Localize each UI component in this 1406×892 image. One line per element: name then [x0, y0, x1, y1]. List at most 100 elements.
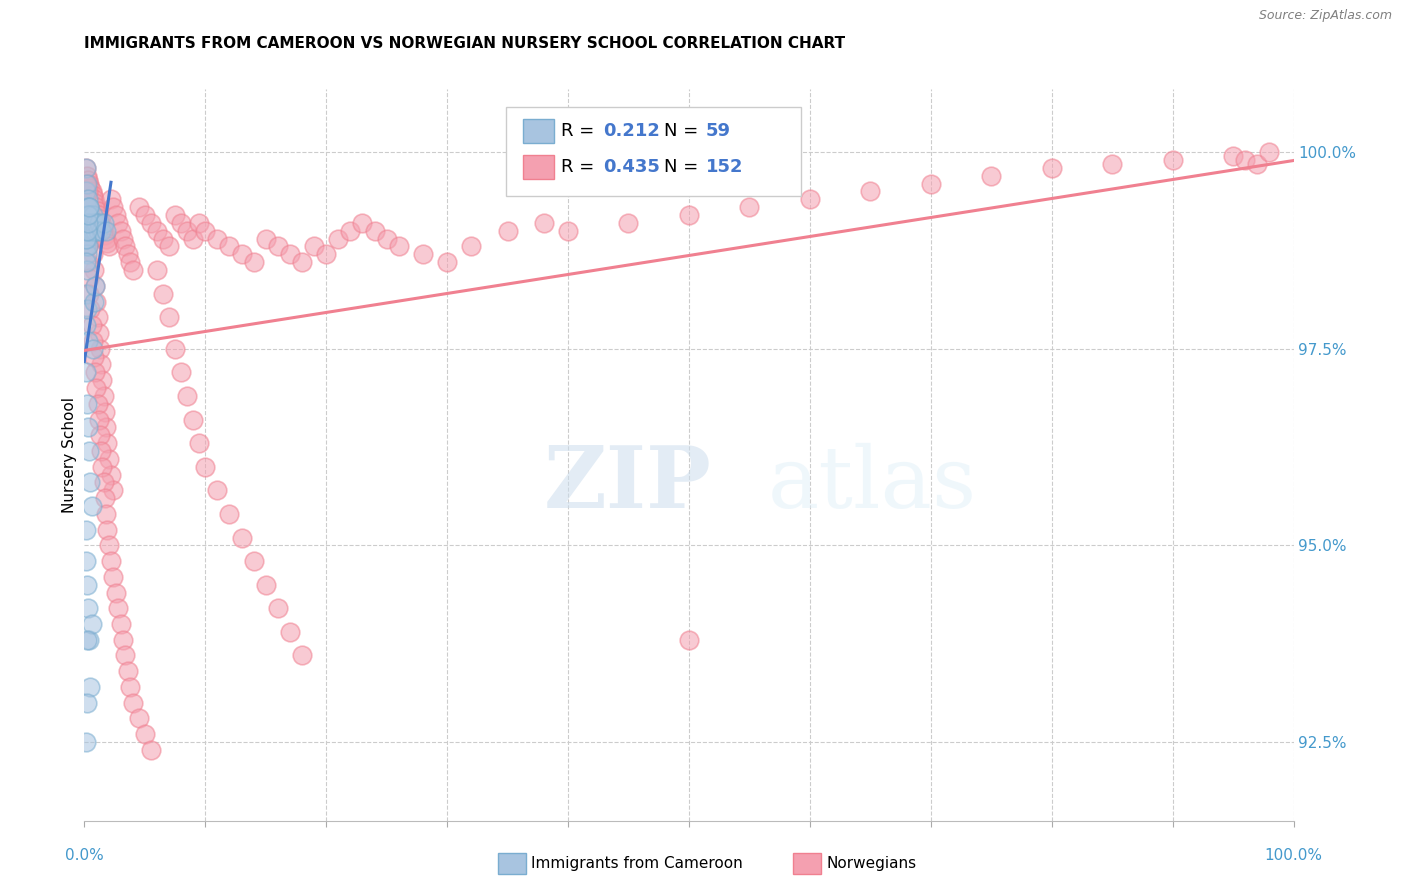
Point [75, 286, 97, 301]
Point [84, 224, 107, 238]
Point [79, 224, 101, 238]
Point [86, 216, 108, 230]
Point [82, 247, 104, 261]
Point [76, 397, 98, 411]
Point [1161, 153, 1184, 167]
Point [1222, 149, 1244, 163]
Text: R =: R = [561, 158, 600, 176]
Text: 0.0%: 0.0% [65, 848, 104, 863]
Point [75, 161, 97, 175]
Point [75, 239, 97, 253]
Point [188, 436, 211, 450]
Point [104, 208, 127, 222]
Point [86, 294, 108, 309]
Point [75, 177, 97, 191]
Point [533, 216, 555, 230]
Point [291, 255, 314, 269]
Point [75, 255, 97, 269]
Point [328, 232, 350, 246]
Point [89, 428, 111, 442]
Point [77, 601, 100, 615]
Point [87, 412, 110, 426]
Point [83, 294, 105, 309]
Point [75, 161, 97, 175]
Point [859, 185, 882, 199]
Point [207, 483, 229, 498]
Text: Source: ZipAtlas.com: Source: ZipAtlas.com [1258, 9, 1392, 22]
Text: atlas: atlas [768, 442, 977, 525]
Point [77, 286, 100, 301]
Point [97, 451, 120, 466]
Point [75, 735, 97, 749]
Point [90, 216, 112, 230]
Point [76, 247, 98, 261]
Point [617, 216, 640, 230]
Point [112, 232, 135, 246]
Point [79, 475, 101, 490]
Point [76, 696, 98, 710]
Point [1101, 157, 1123, 171]
Point [302, 239, 325, 253]
Point [91, 459, 114, 474]
Point [75, 185, 97, 199]
Point [83, 192, 105, 206]
Point [75, 318, 97, 333]
Text: ZIP: ZIP [544, 442, 711, 526]
Point [97, 239, 120, 253]
Point [76, 302, 98, 317]
Point [114, 648, 136, 663]
Point [83, 350, 105, 364]
Point [82, 334, 104, 348]
Point [77, 271, 100, 285]
Point [388, 239, 411, 253]
Point [94, 227, 117, 242]
Point [76, 177, 98, 191]
Point [87, 216, 110, 230]
Point [139, 216, 162, 230]
Point [87, 208, 110, 222]
Point [80, 216, 103, 230]
Point [94, 420, 117, 434]
Point [678, 208, 700, 222]
Point [86, 224, 108, 238]
Point [80, 617, 103, 632]
Point [100, 192, 122, 206]
Point [77, 200, 100, 214]
Point [84, 278, 107, 293]
Point [77, 255, 100, 269]
Point [77, 216, 100, 230]
Point [75, 523, 97, 537]
Point [94, 405, 117, 419]
Point [1258, 145, 1281, 160]
Point [97, 538, 120, 552]
Point [170, 365, 193, 379]
Point [110, 224, 132, 238]
Point [104, 585, 127, 599]
Point [83, 263, 105, 277]
Point [315, 247, 337, 261]
Point [117, 247, 139, 261]
Point [94, 224, 117, 238]
Point [114, 239, 136, 253]
Point [242, 554, 264, 568]
Point [77, 192, 100, 206]
Point [90, 358, 112, 372]
Point [1246, 157, 1268, 171]
Point [496, 224, 519, 238]
Point [920, 177, 942, 191]
Point [231, 531, 253, 545]
Point [103, 483, 125, 498]
Point [91, 373, 114, 387]
Point [412, 247, 434, 261]
Point [86, 310, 108, 325]
Point [76, 216, 98, 230]
Point [128, 200, 150, 214]
Text: 59: 59 [706, 122, 731, 140]
Point [557, 224, 579, 238]
Point [77, 208, 100, 222]
Text: N =: N = [664, 122, 703, 140]
Point [139, 743, 162, 757]
Point [90, 224, 112, 238]
Y-axis label: Nursery School: Nursery School [62, 397, 77, 513]
Point [188, 216, 211, 230]
